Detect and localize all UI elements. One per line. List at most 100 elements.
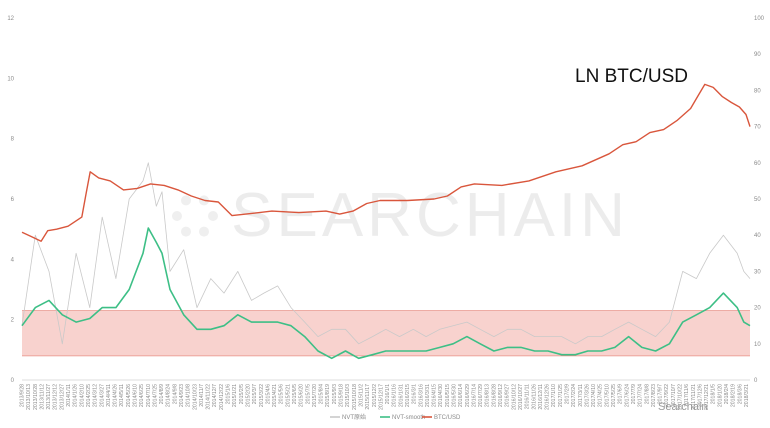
x-tick-label: 2015/8/4 — [319, 384, 325, 404]
x-tick-label: 2016/7/29 — [478, 384, 484, 407]
x-tick-label: 2015/7/5 — [305, 384, 311, 404]
x-tick-label: 2017/6/24 — [624, 384, 630, 407]
series-layer — [21, 83, 751, 360]
x-tick-label: 2016/5/30 — [452, 384, 458, 407]
watermark-logo — [172, 195, 218, 237]
x-tick-label: 2013/10/28 — [33, 384, 39, 410]
x-tick-label: 2017/7/9 — [631, 384, 637, 404]
x-tick-label: 2013/11/27 — [46, 384, 52, 410]
x-tick-label: 2014/7/25 — [152, 384, 158, 407]
x-tick-label: 2017/2/24 — [571, 384, 577, 407]
x-tick-label: 2017/11/6 — [684, 384, 690, 407]
right-tick-label: 50 — [754, 197, 761, 203]
x-tick-label: 2015/10/18 — [352, 384, 358, 410]
x-tick-label: 2017/8/8 — [644, 384, 650, 404]
legend-label: NVT-smooth — [392, 415, 425, 421]
x-tick-label: 2014/3/12 — [93, 384, 99, 407]
x-tick-label: 2014/10/8 — [186, 384, 192, 407]
right-tick-label: 70 — [754, 125, 761, 131]
x-tick-label: 2015/7/20 — [312, 384, 318, 407]
x-tick-label: 2017/9/22 — [664, 384, 670, 407]
x-tick-label: 2014/4/11 — [106, 384, 112, 407]
watermark-logo-dot — [181, 195, 191, 206]
legend-label: NVT原始 — [342, 413, 366, 421]
x-tick-label: 2016/2/15 — [405, 384, 411, 407]
x-tick-label: 2015/1/6 — [226, 384, 232, 404]
x-tick-label: 2015/6/20 — [299, 384, 305, 407]
x-tick-label: 2013/12/27 — [59, 384, 65, 410]
x-tick-label: 2015/6/5 — [292, 384, 298, 404]
x-tick-label: 2014/2/10 — [79, 384, 85, 407]
x-tick-label: 2017/5/25 — [611, 384, 617, 407]
right-tick-label: 80 — [754, 88, 761, 94]
band-zone — [22, 310, 750, 356]
x-tick-label: 2014/9/23 — [179, 384, 185, 407]
x-tick-label: 2016/8/13 — [485, 384, 491, 407]
x-tick-label: 2018/3/21 — [744, 384, 750, 407]
x-tick-label: 2014/1/26 — [73, 384, 79, 407]
x-tick-label: 2014/4/26 — [113, 384, 119, 407]
x-tick-label: 2016/11/26 — [531, 384, 537, 410]
x-tick-label: 2016/11/11 — [525, 384, 531, 409]
x-tick-label: 2014/3/27 — [99, 384, 105, 407]
watermark-logo-dot — [172, 211, 182, 221]
watermark-layer: SEARCHAIN Searchain — [172, 181, 708, 413]
x-tick-label: 2014/1/11 — [66, 384, 72, 407]
left-tick-label: 0 — [11, 378, 15, 384]
x-tick-label: 2016/7/14 — [471, 384, 477, 407]
x-tick-label: 2014/9/8 — [172, 384, 178, 404]
x-tick-label: 2014/11/7 — [199, 384, 205, 407]
axes-layer: 0 2 4 6 8 10 12 0 10 20 30 40 50 60 70 80 90 100 2013/9/28… — [7, 16, 764, 410]
x-tick-label: 2016/10/27 — [518, 384, 524, 410]
x-tick-label: 2015/9/18 — [339, 384, 345, 407]
x-tick-label: 2015/1/21 — [232, 384, 238, 407]
x-tick-label: 2015/9/3 — [332, 384, 338, 404]
x-tick-label: 2016/9/27 — [505, 384, 511, 407]
x-tick-label: 2015/12/2 — [372, 384, 378, 407]
series-line-nvt-smooth — [21, 227, 751, 360]
x-tick-label: 2015/5/6 — [279, 384, 285, 404]
x-tick-label: 2014/6/10 — [132, 384, 138, 407]
right-tick-label: 40 — [754, 233, 761, 239]
x-tick-label: 2017/6/9 — [618, 384, 624, 404]
x-tick-label: 2015/10/3 — [345, 384, 351, 407]
x-tick-label: 2016/6/29 — [465, 384, 471, 407]
x-tick-label: 2017/12/21 — [704, 384, 710, 410]
series-line-nvt- — [21, 162, 751, 345]
x-tick-label: 2016/8/28 — [491, 384, 497, 407]
x-tick-label: 2016/3/31 — [425, 384, 431, 407]
x-tick-label: 2016/1/1 — [385, 384, 391, 404]
x-tick-label: 2015/2/20 — [245, 384, 251, 407]
x-tick-label: 2014/11/22 — [206, 384, 212, 410]
x-tick-label: 2017/4/10 — [591, 384, 597, 407]
x-tick-label: 2015/12/17 — [378, 384, 384, 410]
right-tick-label: 20 — [754, 306, 761, 312]
x-tick-label: 2016/10/12 — [511, 384, 517, 410]
x-tick-label: 2017/5/10 — [604, 384, 610, 407]
left-tick-label: 2 — [11, 318, 15, 324]
right-tick-label: 100 — [754, 16, 765, 22]
legend-label: BTC/USD — [434, 415, 461, 421]
x-tick-label: 2017/1/10 — [551, 384, 557, 407]
x-tick-label: 2018/2/4 — [724, 384, 730, 404]
series-line-btc-usd — [21, 83, 751, 242]
left-tick-label: 4 — [11, 257, 15, 263]
x-tick-label: 2017/2/9 — [565, 384, 571, 404]
x-tick-label: 2015/4/6 — [265, 384, 271, 404]
right-tick-label: 30 — [754, 269, 761, 275]
right-tick-label: 10 — [754, 342, 761, 348]
x-tick-label: 2017/4/25 — [598, 384, 604, 407]
right-tick-label: 90 — [754, 52, 761, 58]
x-tick-label: 2014/8/24 — [166, 384, 172, 407]
x-tick-label: 2017/10/22 — [677, 384, 683, 410]
x-tick-label: 2015/8/19 — [325, 384, 331, 407]
x-tick-label: 2017/9/7 — [658, 384, 664, 404]
x-tick-label: 2017/8/23 — [651, 384, 657, 407]
x-tick-label: 2017/12/6 — [697, 384, 703, 407]
x-tick-label: 2016/1/16 — [392, 384, 398, 407]
x-tick-label: 2015/5/21 — [285, 384, 291, 407]
x-tick-label: 2018/1/5 — [711, 384, 717, 404]
right-tick-label: 0 — [754, 378, 758, 384]
